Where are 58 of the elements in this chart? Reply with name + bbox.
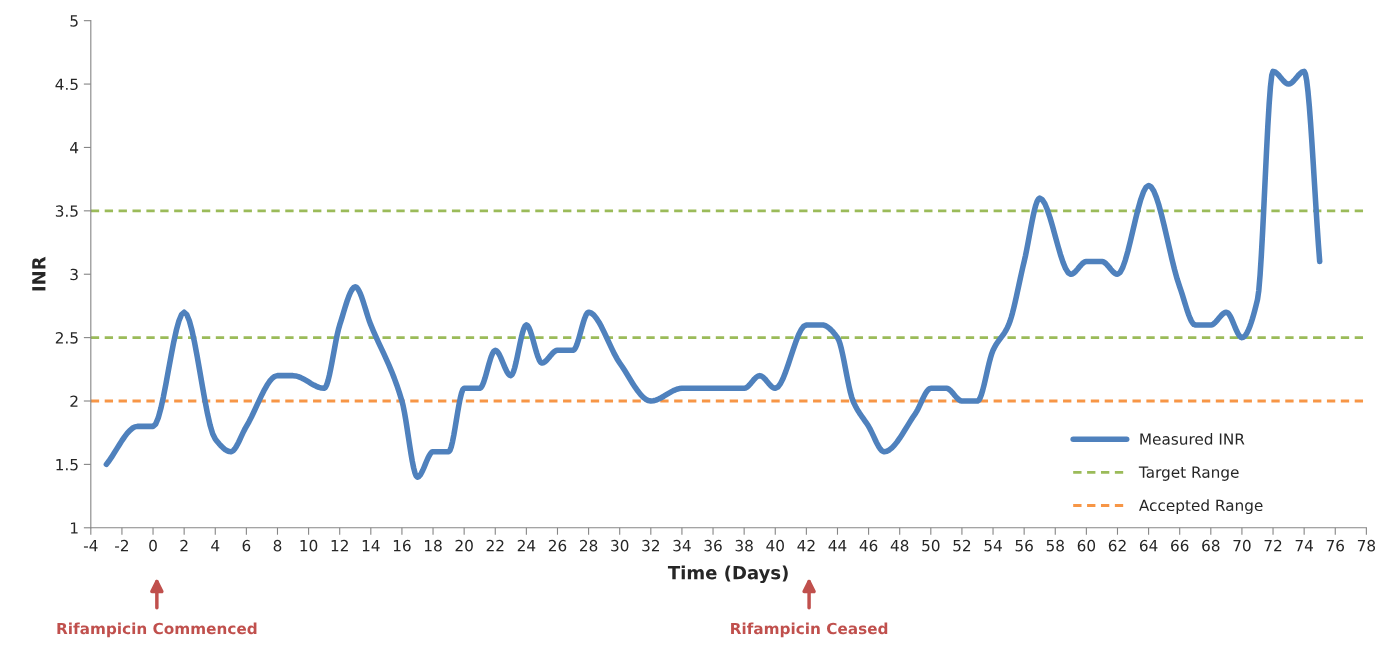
x-tick-label: 66 bbox=[1171, 539, 1189, 552]
y-tick-label: 2 bbox=[70, 395, 78, 407]
x-tick-label: 36 bbox=[704, 539, 722, 552]
x-tick-label: 24 bbox=[517, 539, 536, 552]
x-tick-label: -4 bbox=[83, 540, 98, 552]
x-tick-label: 0 bbox=[149, 539, 157, 552]
x-tick-label: 40 bbox=[766, 539, 784, 552]
x-tick-label: 12 bbox=[331, 539, 348, 552]
x-tick-label: 50 bbox=[922, 539, 940, 552]
x-tick-label: 22 bbox=[486, 539, 504, 552]
x-tick-label: 8 bbox=[273, 539, 282, 552]
x-tick-label: 58 bbox=[1046, 539, 1064, 552]
x-tick-label: 26 bbox=[548, 539, 567, 552]
x-tick-label: 44 bbox=[828, 540, 847, 552]
y-tick-label: 5 bbox=[70, 15, 78, 27]
x-tick-label: 56 bbox=[1015, 539, 1033, 552]
x-tick-label: 46 bbox=[859, 539, 878, 552]
text: Rifampicin Ceased bbox=[731, 622, 888, 638]
x-tick-label: 52 bbox=[953, 539, 971, 552]
x-tick-label: 54 bbox=[984, 540, 1002, 552]
x-tick-label: 16 bbox=[393, 539, 411, 552]
x-tick-label: 20 bbox=[455, 539, 473, 552]
legend-label: Target Range bbox=[1138, 466, 1239, 481]
y-tick-label: 2.5 bbox=[55, 332, 78, 344]
legend-label: Measured INR bbox=[1140, 433, 1245, 445]
y-tick-label: 4.5 bbox=[55, 78, 78, 91]
x-tick-label: 32 bbox=[642, 539, 659, 552]
x-tick-label: 14 bbox=[362, 540, 380, 552]
x-tick-label: 70 bbox=[1233, 539, 1251, 552]
x-tick-label: 64 bbox=[1139, 539, 1158, 552]
x-tick-label: 62 bbox=[1108, 539, 1126, 552]
y-tick-label: 3 bbox=[70, 268, 78, 281]
x-tick-label: 72 bbox=[1264, 539, 1282, 552]
x-tick-label: 76 bbox=[1326, 539, 1345, 552]
x-tick-label: 30 bbox=[611, 539, 629, 552]
y-tick-label: 1 bbox=[70, 522, 78, 534]
y-tick-label: 1.5 bbox=[56, 459, 78, 471]
x-tick-label: 18 bbox=[424, 539, 442, 552]
x-tick-label: 2 bbox=[180, 539, 188, 552]
x-tick-label: 42 bbox=[797, 539, 815, 552]
x-tick-label: 34 bbox=[673, 539, 691, 552]
x-tick-label: 6 bbox=[242, 539, 251, 552]
x-tick-label: 4 bbox=[211, 540, 220, 552]
x-axis-title: Time (Days) bbox=[667, 565, 788, 584]
x-tick-label: -2 bbox=[115, 539, 129, 552]
text: Rifampicin Commenced bbox=[57, 622, 257, 638]
y-axis-title: INR bbox=[32, 256, 46, 291]
legend-label: Accepted Range bbox=[1139, 499, 1263, 515]
x-tick-label: 10 bbox=[300, 539, 318, 552]
x-tick-label: 28 bbox=[579, 539, 598, 552]
x-tick-label: 48 bbox=[890, 539, 909, 552]
x-tick-label: 78 bbox=[1357, 539, 1376, 552]
x-tick-label: 74 bbox=[1295, 540, 1314, 552]
x-tick-label: 68 bbox=[1202, 539, 1220, 552]
y-tick-label: 4 bbox=[70, 142, 79, 154]
x-tick-label: 38 bbox=[735, 539, 753, 552]
x-tick-label: 60 bbox=[1077, 539, 1096, 552]
y-tick-label: 3.5 bbox=[55, 205, 78, 217]
